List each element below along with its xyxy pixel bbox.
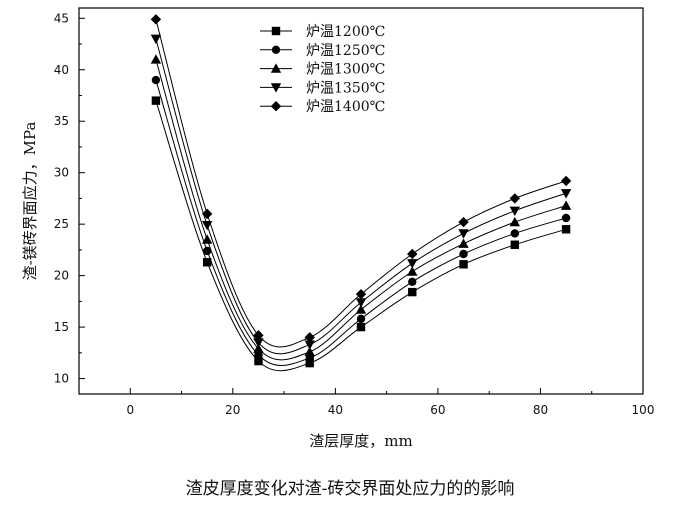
data-point	[201, 208, 213, 220]
data-point	[560, 200, 572, 210]
plot-frame	[78, 7, 644, 395]
x-tick-label: 40	[328, 403, 343, 417]
x-tick-label: 60	[430, 403, 445, 417]
data-point	[561, 225, 571, 234]
legend-label: 炉温1200℃	[306, 24, 385, 40]
data-point	[253, 330, 264, 341]
x-tick-label: 100	[632, 403, 655, 417]
data-point	[509, 206, 521, 216]
data-point	[509, 193, 521, 204]
data-point	[150, 14, 162, 25]
data-point	[407, 248, 418, 260]
x-tick-label: 0	[126, 403, 134, 417]
data-point	[459, 249, 468, 259]
legend-label: 炉温1400℃	[306, 99, 385, 115]
data-point	[458, 229, 469, 239]
data-point	[459, 260, 468, 269]
legend-marker	[271, 45, 281, 54]
data-point	[202, 258, 212, 267]
legend-label: 炉温1300℃	[306, 62, 385, 78]
y-tick-label: 10	[54, 372, 69, 386]
y-tick-label: 25	[54, 217, 69, 231]
data-point	[304, 346, 315, 356]
y-tick-label: 20	[54, 269, 69, 283]
y-tick-label: 35	[54, 114, 69, 128]
data-point	[305, 358, 314, 368]
data-point	[458, 238, 469, 248]
data-point	[355, 288, 367, 300]
legend-marker	[270, 101, 282, 112]
data-point	[304, 340, 315, 350]
data-point	[254, 356, 263, 366]
legend-label: 炉温1250℃	[306, 43, 385, 59]
data-point	[408, 287, 417, 297]
data-point	[151, 75, 161, 85]
data-point	[509, 216, 521, 227]
data-point	[355, 304, 367, 314]
data-point	[560, 189, 572, 199]
data-point	[408, 277, 417, 287]
y-tick-label: 45	[54, 11, 69, 25]
data-point	[253, 343, 264, 353]
data-point	[356, 322, 366, 332]
data-point	[356, 314, 366, 324]
data-point	[458, 216, 469, 228]
data-point	[304, 332, 315, 343]
y-axis-title: 渣-镁砖界面应力，MPa	[21, 122, 39, 281]
data-point	[151, 96, 161, 105]
y-tick-label: 40	[54, 63, 69, 77]
data-point	[510, 240, 520, 249]
data-point	[202, 246, 212, 256]
x-tick-label: 20	[225, 403, 240, 417]
data-point	[355, 298, 367, 308]
legend-marker	[270, 83, 282, 93]
data-point	[150, 54, 162, 64]
data-point	[510, 229, 520, 238]
legend-label: 炉温1350℃	[306, 80, 385, 96]
legend-marker	[271, 26, 281, 36]
data-point	[201, 234, 213, 244]
data-point	[407, 266, 418, 276]
y-tick-label: 15	[54, 320, 69, 334]
figure-caption: 渣皮厚度变化对渣-砖交界面处应力的的影响	[185, 479, 515, 499]
x-axis-title: 渣层厚度，mm	[309, 432, 412, 450]
data-point	[560, 175, 572, 187]
data-point	[407, 259, 418, 269]
data-point	[253, 338, 264, 348]
chart-svg: 0 20 40 60 80 100 10 15 20 25 30 35 40 45 渣层厚度，mm 渣-镁砖界…	[21, 7, 655, 450]
chart-figure: 0 20 40 60 80 100 10 15 20 25 30 35 40 45 渣层厚度，mm 渣-镁砖界…	[21, 7, 655, 450]
data-point	[150, 34, 162, 45]
data-point	[561, 213, 571, 223]
x-tick-label: 80	[533, 403, 548, 417]
legend-marker	[270, 63, 282, 73]
y-tick-label: 30	[54, 166, 69, 180]
